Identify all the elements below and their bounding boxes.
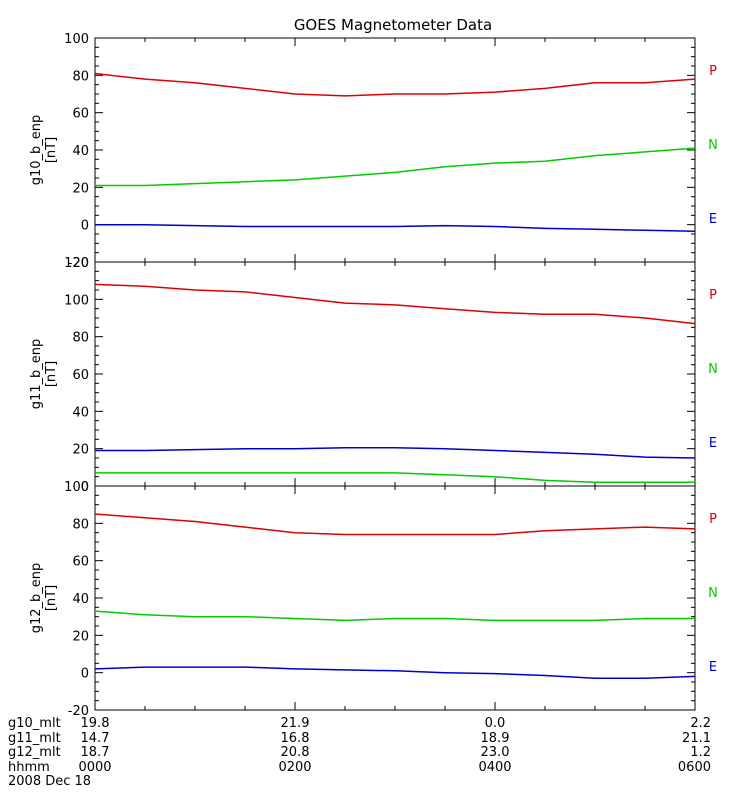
series-line-N (95, 147, 696, 187)
y-axis-label: g12_b_enp (29, 563, 44, 634)
legend-label-E: E (709, 660, 717, 675)
y-tick-label: 60 (72, 368, 89, 383)
panel-1: -20 0 20 40 60 80 100 g10_b_enp [nT] P N E (29, 32, 718, 271)
panel-frame (94, 261, 696, 487)
y-tick-label: 60 (72, 107, 89, 122)
y-tick-label: 120 (64, 256, 89, 271)
bottom-tick-label: 0.0 (485, 716, 506, 731)
y-tick-label: 80 (72, 331, 89, 346)
series-line-N (95, 472, 695, 484)
bottom-tick-label: 19.8 (81, 716, 110, 731)
y-axis-unit: [nT] (44, 137, 59, 163)
bottom-tick-label: 0000 (78, 760, 111, 775)
legend-label-P: P (709, 288, 717, 303)
date-label: 2008 Dec 18 (8, 774, 91, 789)
bottom-tick-label: 21.9 (281, 716, 310, 731)
y-axis-unit: [nT] (44, 361, 59, 387)
y-tick-label: 0 (81, 480, 89, 495)
legend-label-E: E (709, 212, 717, 227)
y-axis-label: g10_b_enp (29, 115, 44, 186)
panel-frame (94, 37, 696, 263)
y-axis-label: g11_b_enp (29, 339, 44, 410)
y-tick-label: 40 (72, 592, 89, 607)
series-line-P (94, 283, 696, 325)
bottom-tick-label: 20.8 (281, 745, 310, 760)
legend-label-N: N (708, 586, 718, 601)
bottom-tick-label: 16.8 (281, 731, 310, 746)
series-line-E (95, 446, 696, 459)
bottom-tick-label: 21.1 (682, 731, 711, 746)
bottom-tick-label: 14.7 (81, 731, 110, 746)
y-tick-label: 80 (72, 69, 89, 84)
y-tick-label: 0 (81, 667, 89, 682)
y-tick-label: 60 (72, 555, 89, 570)
y-tick-label: 20 (72, 181, 89, 196)
bottom-row-label: g10_mlt (8, 716, 61, 731)
chart-title: GOES Magnetometer Data (294, 16, 492, 34)
panel-3: -20 0 20 40 60 80 100 g12_b_enp [nT] P N E (29, 480, 718, 719)
legend-label-N: N (708, 362, 718, 377)
legend-label-N: N (708, 138, 718, 153)
bottom-tick-label: 0400 (478, 760, 511, 775)
y-tick-label: 40 (72, 405, 89, 420)
y-tick-label: 20 (72, 629, 89, 644)
bottom-row-label: hhmm (8, 760, 50, 775)
bottom-tick-label: 0600 (678, 760, 711, 775)
y-tick-label: 100 (64, 293, 89, 308)
series-line-E (95, 223, 696, 232)
bottom-row-label: g11_mlt (8, 731, 61, 746)
panel-2: 0 20 40 60 80 100 120 g11_b_enp [nT] P N E (29, 256, 718, 495)
panel-frame (94, 485, 696, 711)
series-line-E (94, 666, 696, 680)
series-line-N (94, 610, 695, 622)
bottom-tick-label: 18.9 (481, 731, 510, 746)
y-tick-label: -20 (68, 256, 89, 271)
y-tick-label: 100 (64, 32, 89, 47)
legend-label-P: P (709, 512, 717, 527)
legend-label-E: E (709, 436, 717, 451)
series-line-P (94, 513, 696, 536)
y-tick-label: -20 (68, 704, 89, 719)
bottom-axis-labels: g10_mlt 19.8 21.9 0.0 2.2 g11_mlt 14.7 16.8 18.9… (8, 716, 711, 789)
y-tick-label: 80 (72, 517, 89, 532)
y-tick-label: 100 (64, 480, 89, 495)
bottom-row-label: g12_mlt (8, 745, 61, 760)
y-axis-unit: [nT] (44, 585, 59, 611)
y-tick-label: 20 (72, 443, 89, 458)
bottom-tick-label: 0200 (278, 760, 311, 775)
y-tick-label: 40 (72, 144, 89, 159)
bottom-tick-label: 18.7 (81, 745, 110, 760)
bottom-tick-label: 23.0 (481, 745, 510, 760)
bottom-tick-label: 2.2 (690, 716, 711, 731)
bottom-tick-label: 1.2 (690, 745, 711, 760)
legend-label-P: P (709, 64, 717, 79)
y-tick-label: 0 (81, 219, 89, 234)
series-line-P (94, 72, 696, 97)
